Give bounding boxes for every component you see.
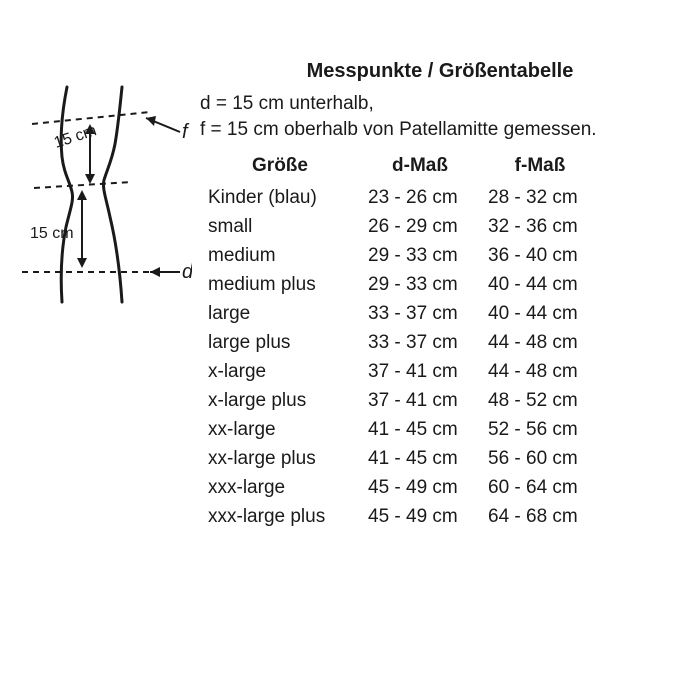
cell-f: 64 - 68 cm (480, 502, 600, 531)
cell-f: 40 - 44 cm (480, 270, 600, 299)
cell-size: large (200, 299, 360, 328)
cell-size: small (200, 212, 360, 241)
table-row: x-large37 - 41 cm44 - 48 cm (200, 357, 600, 386)
cell-f: 44 - 48 cm (480, 328, 600, 357)
cell-d: 37 - 41 cm (360, 357, 480, 386)
label-f: f (182, 121, 190, 143)
table-row: large33 - 37 cm40 - 44 cm (200, 299, 600, 328)
size-table: Größe d-Maß f-Maß Kinder (blau)23 - 26 c… (200, 152, 600, 531)
cell-size: x-large plus (200, 386, 360, 415)
table-row: large plus33 - 37 cm44 - 48 cm (200, 328, 600, 357)
chart-title: Messpunkte / Größentabelle (0, 60, 700, 83)
cell-size: large plus (200, 328, 360, 357)
cell-f: 28 - 32 cm (480, 183, 600, 212)
table-row: xxx-large45 - 49 cm60 - 64 cm (200, 473, 600, 502)
cell-f: 52 - 56 cm (480, 415, 600, 444)
cell-size: xxx-large plus (200, 502, 360, 531)
cell-d: 41 - 45 cm (360, 444, 480, 473)
cell-size: medium plus (200, 270, 360, 299)
cell-f: 48 - 52 cm (480, 386, 600, 415)
table-row: xx-large plus41 - 45 cm56 - 60 cm (200, 444, 600, 473)
cell-d: 23 - 26 cm (360, 183, 480, 212)
dist-upper: 15 cm (52, 122, 99, 152)
table-header-row: Größe d-Maß f-Maß (200, 152, 600, 183)
label-d: d (182, 261, 192, 283)
table-row: xx-large41 - 45 cm52 - 56 cm (200, 415, 600, 444)
knee-measurement-diagram: f d 15 cm 15 cm (12, 82, 192, 312)
header-f: f-Maß (480, 152, 600, 183)
cell-d: 45 - 49 cm (360, 502, 480, 531)
cell-d: 37 - 41 cm (360, 386, 480, 415)
cell-f: 60 - 64 cm (480, 473, 600, 502)
table-row: small26 - 29 cm32 - 36 cm (200, 212, 600, 241)
cell-size: xx-large plus (200, 444, 360, 473)
cell-size: xx-large (200, 415, 360, 444)
cell-f: 40 - 44 cm (480, 299, 600, 328)
cell-size: Kinder (blau) (200, 183, 360, 212)
header-d: d-Maß (360, 152, 480, 183)
header-size: Größe (200, 152, 360, 183)
cell-f: 36 - 40 cm (480, 241, 600, 270)
cell-f: 32 - 36 cm (480, 212, 600, 241)
cell-d: 26 - 29 cm (360, 212, 480, 241)
cell-f: 44 - 48 cm (480, 357, 600, 386)
cell-d: 29 - 33 cm (360, 270, 480, 299)
cell-size: x-large (200, 357, 360, 386)
cell-d: 33 - 37 cm (360, 328, 480, 357)
cell-size: xxx-large (200, 473, 360, 502)
knee-diagram-svg: f d 15 cm 15 cm (12, 82, 192, 312)
dist-lower: 15 cm (30, 225, 74, 242)
desc-line-2: f = 15 cm oberhalb von Patellamitte geme… (200, 119, 597, 140)
desc-line-1: d = 15 cm unterhalb, (200, 93, 374, 114)
cell-f: 56 - 60 cm (480, 444, 600, 473)
cell-d: 33 - 37 cm (360, 299, 480, 328)
size-table-body: Kinder (blau)23 - 26 cm28 - 32 cmsmall26… (200, 183, 600, 531)
cell-size: medium (200, 241, 360, 270)
cell-d: 41 - 45 cm (360, 415, 480, 444)
cell-d: 29 - 33 cm (360, 241, 480, 270)
table-row: Kinder (blau)23 - 26 cm28 - 32 cm (200, 183, 600, 212)
table-row: medium29 - 33 cm36 - 40 cm (200, 241, 600, 270)
table-row: xxx-large plus45 - 49 cm64 - 68 cm (200, 502, 600, 531)
table-row: x-large plus37 - 41 cm48 - 52 cm (200, 386, 600, 415)
table-row: medium plus29 - 33 cm40 - 44 cm (200, 270, 600, 299)
cell-d: 45 - 49 cm (360, 473, 480, 502)
